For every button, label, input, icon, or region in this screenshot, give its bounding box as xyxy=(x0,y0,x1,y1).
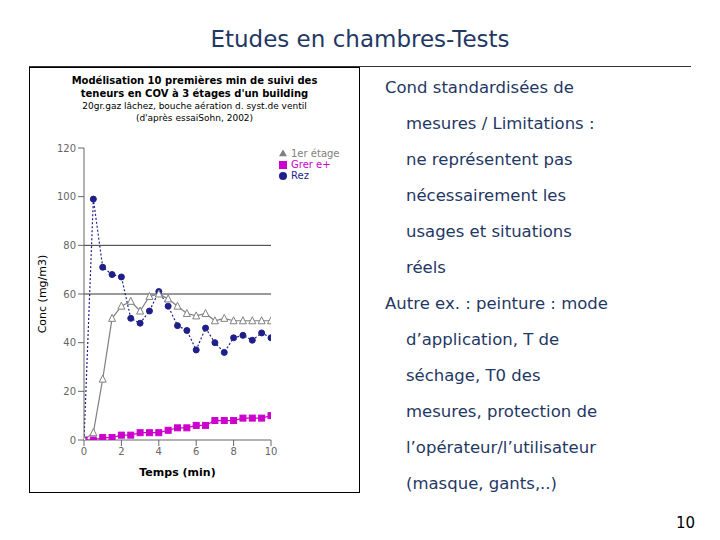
svg-text:10: 10 xyxy=(265,446,278,457)
svg-text:100: 100 xyxy=(57,191,76,202)
html-text:(masque, gants,..): (masque, gants,..) xyxy=(385,474,558,493)
svg-text:Temps (min): Temps (min) xyxy=(139,466,215,479)
html-text:(d'après essaiSohn, 2002): (d'après essaiSohn, 2002) xyxy=(135,113,254,123)
html-text:ne représentent pas: ne représentent pas xyxy=(385,150,573,169)
html-text:mesures, protection de: mesures, protection de xyxy=(385,402,598,421)
html-text:teneurs en COV à 3 étages d'un: teneurs en COV à 3 étages d'un building xyxy=(80,88,309,99)
html-text:1er étage: 1er étage xyxy=(291,148,340,159)
svg-text:0: 0 xyxy=(81,446,87,457)
html-text:Autre ex. : peinture : mode: Autre ex. : peinture : mode xyxy=(385,294,608,313)
html-text:l’opérateur/l’utilisateur: l’opérateur/l’utilisateur xyxy=(385,438,596,457)
svg-text:80: 80 xyxy=(63,240,76,251)
html-text:Etudes en chambres-Tests: Etudes en chambres-Tests xyxy=(210,26,510,52)
svg-text:0: 0 xyxy=(70,435,76,446)
html-text:d’application, T de: d’application, T de xyxy=(385,330,560,349)
html-text:Grer e+: Grer e+ xyxy=(291,159,331,170)
svg-text:4: 4 xyxy=(156,446,162,457)
html-text:usages et situations: usages et situations xyxy=(385,222,572,241)
svg-text:2: 2 xyxy=(118,446,124,457)
html-text:Modélisation 10 premières min: Modélisation 10 premières min de suivi d… xyxy=(71,75,318,86)
svg-text:8: 8 xyxy=(230,446,236,457)
svg-text:20: 20 xyxy=(63,386,76,397)
svg-text:Conc (mg/m3): Conc (mg/m3) xyxy=(36,255,49,334)
html-text:nécessairement les: nécessairement les xyxy=(385,186,566,205)
html-text:séchage, T0 des: séchage, T0 des xyxy=(385,366,541,385)
svg-text:120: 120 xyxy=(57,143,76,154)
html-text:10: 10 xyxy=(675,514,695,532)
html-text:Rez: Rez xyxy=(291,170,309,181)
html-text:mesures / Limitations :: mesures / Limitations : xyxy=(385,114,595,133)
html-text:réels: réels xyxy=(385,258,446,277)
svg-text:60: 60 xyxy=(63,289,76,300)
svg-text:40: 40 xyxy=(63,337,76,348)
html-text:20gr.gaz lâchez, bouche aérati: 20gr.gaz lâchez, bouche aération d. syst… xyxy=(82,101,307,111)
html-text:Cond standardisées de: Cond standardisées de xyxy=(385,78,574,97)
svg-text:6: 6 xyxy=(193,446,199,457)
